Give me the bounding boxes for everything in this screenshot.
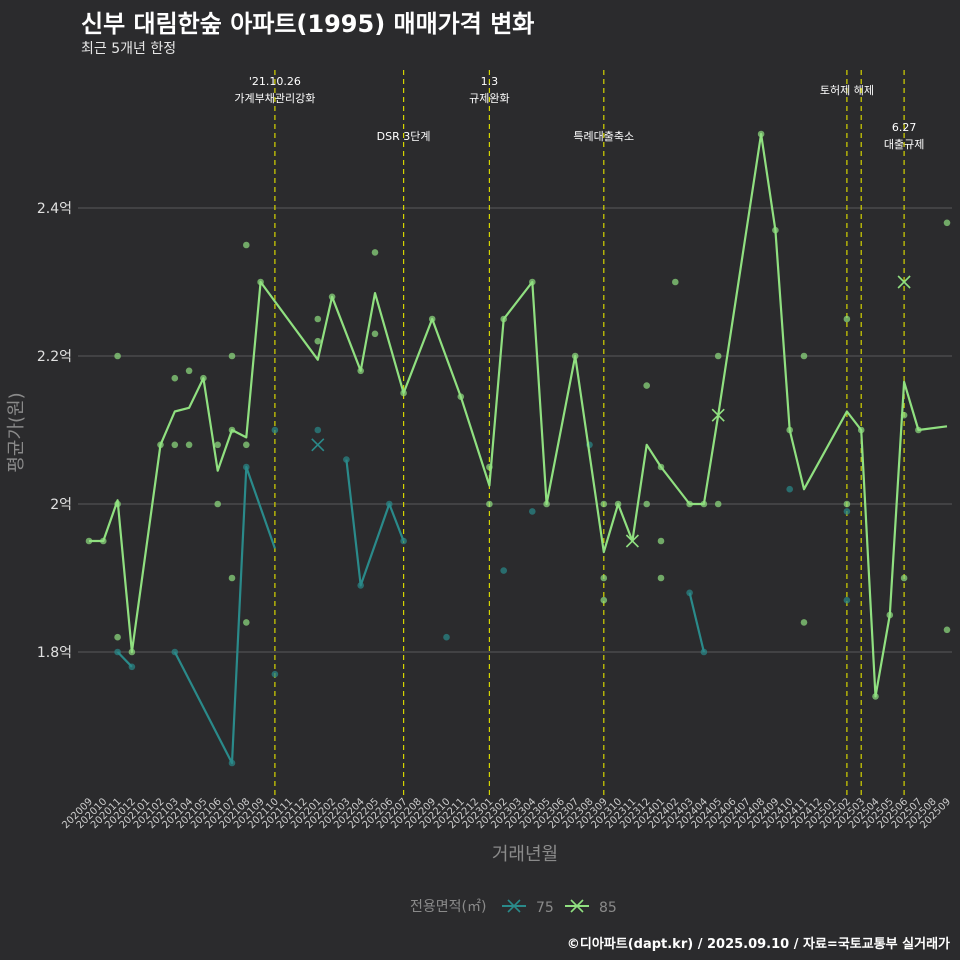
data-point — [714, 500, 722, 508]
y-tick-label: 2.4억 — [37, 201, 72, 217]
data-point — [643, 382, 650, 389]
data-point — [443, 633, 450, 641]
x-marker — [711, 408, 725, 422]
data-point — [114, 633, 121, 641]
event-label: 6.27 — [892, 121, 917, 134]
data-point — [672, 278, 679, 286]
event-label: 1.3 — [481, 75, 499, 88]
y-tick-label: 1.8억 — [37, 645, 72, 661]
data-point — [529, 508, 536, 515]
data-point — [371, 330, 379, 338]
data-point — [657, 574, 665, 582]
data-point — [214, 441, 221, 449]
data-point — [600, 596, 608, 604]
data-point — [314, 426, 322, 434]
data-point — [114, 352, 121, 360]
data-point — [214, 500, 221, 508]
x-marker-stroke — [311, 438, 325, 452]
data-point — [243, 441, 250, 449]
chart-subtitle: 최근 5개년 한정 — [81, 41, 177, 57]
series-line — [173, 465, 276, 765]
data-point — [600, 500, 608, 508]
x-axis-title: 거래년월 — [492, 844, 558, 865]
series-75 — [114, 426, 851, 767]
legend-label: 85 — [599, 900, 617, 916]
legend-key-x — [570, 899, 584, 913]
x-marker-stroke — [897, 275, 911, 289]
series-line — [116, 651, 133, 668]
y-axis-title: 평균가(원) — [6, 392, 27, 472]
data-point — [271, 670, 279, 678]
data-point — [657, 537, 665, 545]
legend-key-x — [507, 899, 521, 913]
data-point — [843, 596, 851, 604]
data-point — [843, 500, 851, 508]
data-point — [843, 508, 851, 515]
data-point — [600, 574, 608, 582]
data-point — [228, 352, 236, 360]
data-point — [171, 441, 179, 449]
data-point — [243, 619, 250, 626]
data-point — [371, 249, 379, 256]
series-line — [345, 459, 405, 587]
data-point — [786, 485, 793, 493]
x-marker — [625, 534, 639, 548]
data-point — [185, 441, 193, 449]
event-label: DSR 3단계 — [377, 130, 431, 143]
legend-key — [502, 899, 526, 913]
data-point — [943, 219, 951, 227]
data-point — [228, 574, 236, 582]
x-marker — [897, 275, 911, 289]
legend-title: 전용면적(㎡) — [410, 899, 486, 915]
event-label: 규제완화 — [469, 92, 509, 105]
event-label: 대출규제 — [884, 138, 924, 151]
legend-label: 75 — [536, 900, 554, 916]
y-tick-label: 2.2억 — [37, 349, 72, 365]
data-point — [900, 574, 908, 582]
data-point — [271, 426, 279, 434]
data-point — [314, 315, 322, 323]
data-point — [243, 241, 250, 249]
legend-key — [565, 899, 589, 913]
data-point — [800, 352, 808, 360]
data-point — [171, 374, 179, 382]
series-85 — [85, 130, 951, 700]
data-point — [314, 337, 322, 345]
x-marker — [311, 438, 325, 452]
legend: 전용면적(㎡) 75 85 — [410, 899, 617, 916]
x-marker-stroke — [711, 408, 725, 422]
grid-lines — [78, 207, 952, 653]
data-point — [800, 619, 808, 626]
data-point — [714, 352, 722, 360]
data-point — [643, 500, 650, 508]
series-line — [688, 592, 705, 653]
data-point — [843, 315, 851, 323]
series-line — [89, 132, 948, 698]
data-point — [500, 567, 508, 574]
source-credit: ©디아파트(dapt.kr) / 2025.09.10 / 자료=국토교통부 실… — [566, 937, 950, 952]
event-label: 가계부채관리강화 — [234, 92, 315, 105]
event-label: '21.10.26 — [249, 75, 301, 88]
event-label: 특례대출축소 — [573, 130, 634, 143]
event-label: 토허제 해제 — [820, 83, 874, 97]
data-point — [486, 500, 493, 508]
x-marker-stroke — [625, 534, 639, 548]
data-point — [943, 626, 951, 634]
y-tick-label: 2억 — [50, 497, 72, 513]
chart-title: 신부 대림한숲 아파트(1995) 매매가격 변화 — [81, 10, 535, 38]
data-point — [185, 367, 193, 375]
